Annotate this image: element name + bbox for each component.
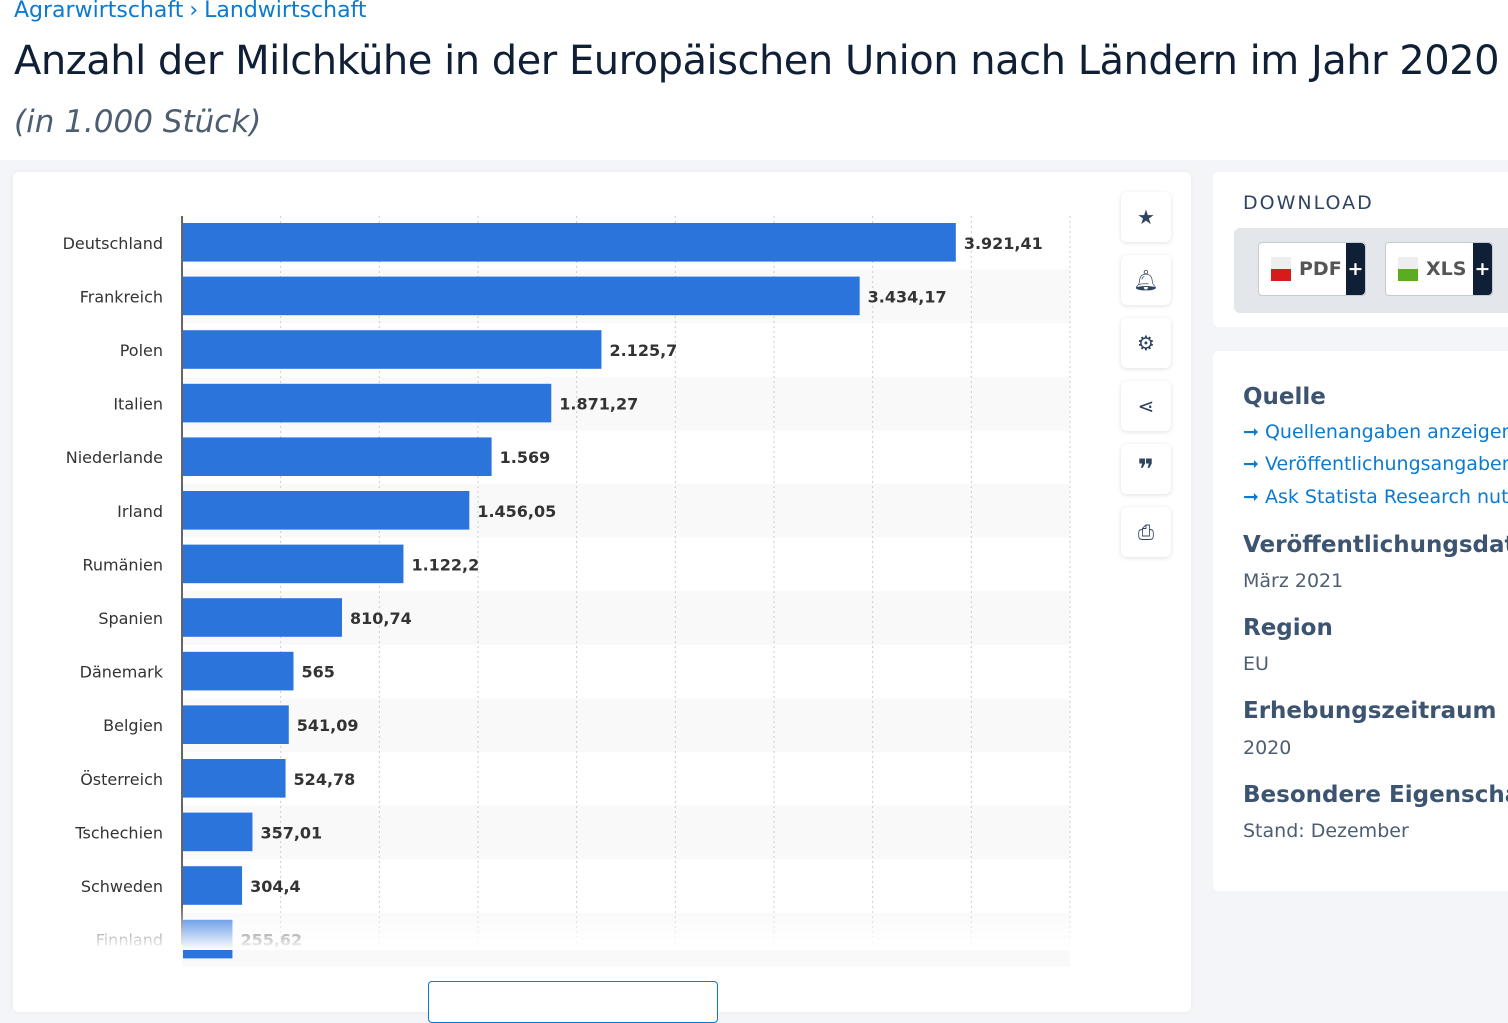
chart-fade [13,905,1113,950]
pdf-file-icon [1271,257,1291,281]
category-label: Belgien [103,716,163,735]
value-label: 541,09 [297,716,359,735]
category-label: Polen [120,341,163,360]
pdf-download-button[interactable]: PDF + [1258,242,1366,296]
region: EU [1243,653,1269,675]
bar-chart: Deutschland 3.921,41 Frankreich 3.434,17 Pol… [62,216,1071,959]
value-label: 2.125,7 [609,341,677,360]
breadcrumb: Agrarwirtschaft › Landwirtschaft [14,0,373,23]
bar [183,759,286,798]
value-label: 524,78 [294,770,356,789]
bar [183,383,552,423]
category-label: Irland [117,502,163,521]
breadcrumb-agrarwirtschaft[interactable]: Agrarwirtschaft [14,0,184,23]
breadcrumb-separator: › [189,0,199,23]
bar [183,812,253,852]
value-label: 1.871,27 [559,395,638,414]
value-label: 565 [301,663,334,682]
pub-date: März 2021 [1243,570,1344,592]
row-band [182,698,1070,752]
bar [183,598,342,637]
download-panel: DOWNLOAD PDF + XLS + [1213,172,1508,327]
value-label: 357,01 [260,823,322,842]
category-label: Rumänien [83,555,164,574]
research-link[interactable]: ➞ Ask Statista Research nutzen [1243,486,1508,508]
value-label: 810,74 [350,609,412,628]
bar [183,651,294,691]
page-subtitle: (in 1.000 Stück) [14,104,262,140]
page-title: Anzahl der Milchkühe in der Europäischen… [14,38,1500,84]
print-icon[interactable]: ⎙ [1121,507,1171,557]
value-label: 1.122,2 [411,555,479,574]
breadcrumb-landwirtschaft[interactable]: Landwirtschaft [204,0,367,23]
bar [183,276,860,316]
bar [183,705,289,744]
quote-icon[interactable]: ❞ [1121,444,1171,494]
bell-icon[interactable]: 🔔︎ [1121,255,1171,305]
period: 2020 [1243,737,1292,759]
category-label: Österreich [80,770,163,789]
toolbar: ★ 🔔︎ ⚙ ⋖ ❞ ⎙ [1121,192,1171,570]
bar [183,437,492,476]
period-title: Erhebungszeitraum [1243,698,1497,724]
region-title: Region [1243,615,1333,641]
pdf-label: PDF [1299,258,1342,280]
bar [183,866,243,905]
value-label: 1.569 [500,448,551,467]
publication-link[interactable]: ➞ Veröffentlichungsangaben [1243,453,1508,475]
pub-date-title: Veröffentlichungsdatum [1243,532,1508,558]
plus-icon: + [1346,243,1365,295]
share-icon[interactable]: ⋖ [1121,381,1171,431]
category-label: Dänemark [80,663,164,682]
download-title: DOWNLOAD [1243,192,1374,214]
category-label: Tschechien [74,823,163,842]
category-label: Niederlande [66,448,163,467]
bar [183,491,470,530]
value-label: 3.921,41 [964,234,1043,253]
bar [183,223,956,262]
value-label: 3.434,17 [868,287,947,306]
special: Stand: Dezember [1243,820,1409,842]
gear-icon[interactable]: ⚙ [1121,318,1171,368]
star-icon[interactable]: ★ [1121,192,1171,242]
xls-label: XLS [1426,258,1467,280]
plus-icon: + [1473,243,1492,295]
category-label: Italien [113,395,163,414]
xls-file-icon [1398,257,1418,281]
row-band [182,805,1070,860]
category-label: Schweden [81,877,163,896]
bar [183,544,404,584]
value-label: 1.456,05 [477,502,556,521]
bar [183,330,602,369]
show-more-button[interactable] [428,981,718,1023]
header: Agrarwirtschaft › Landwirtschaft Anzahl de… [0,0,1508,160]
value-label: 304,4 [250,877,301,896]
special-title: Besondere Eigenschaften [1243,782,1508,808]
category-label: Deutschland [63,234,163,253]
category-label: Frankreich [80,287,163,306]
xls-download-button[interactable]: XLS + [1385,242,1493,296]
source-title: Quelle [1243,384,1326,410]
info-panel: Quelle ➞ Quellenangaben anzeigen ➞ Veröf… [1213,351,1508,891]
category-label: Spanien [98,609,163,628]
source-link[interactable]: ➞ Quellenangaben anzeigen [1243,421,1508,443]
